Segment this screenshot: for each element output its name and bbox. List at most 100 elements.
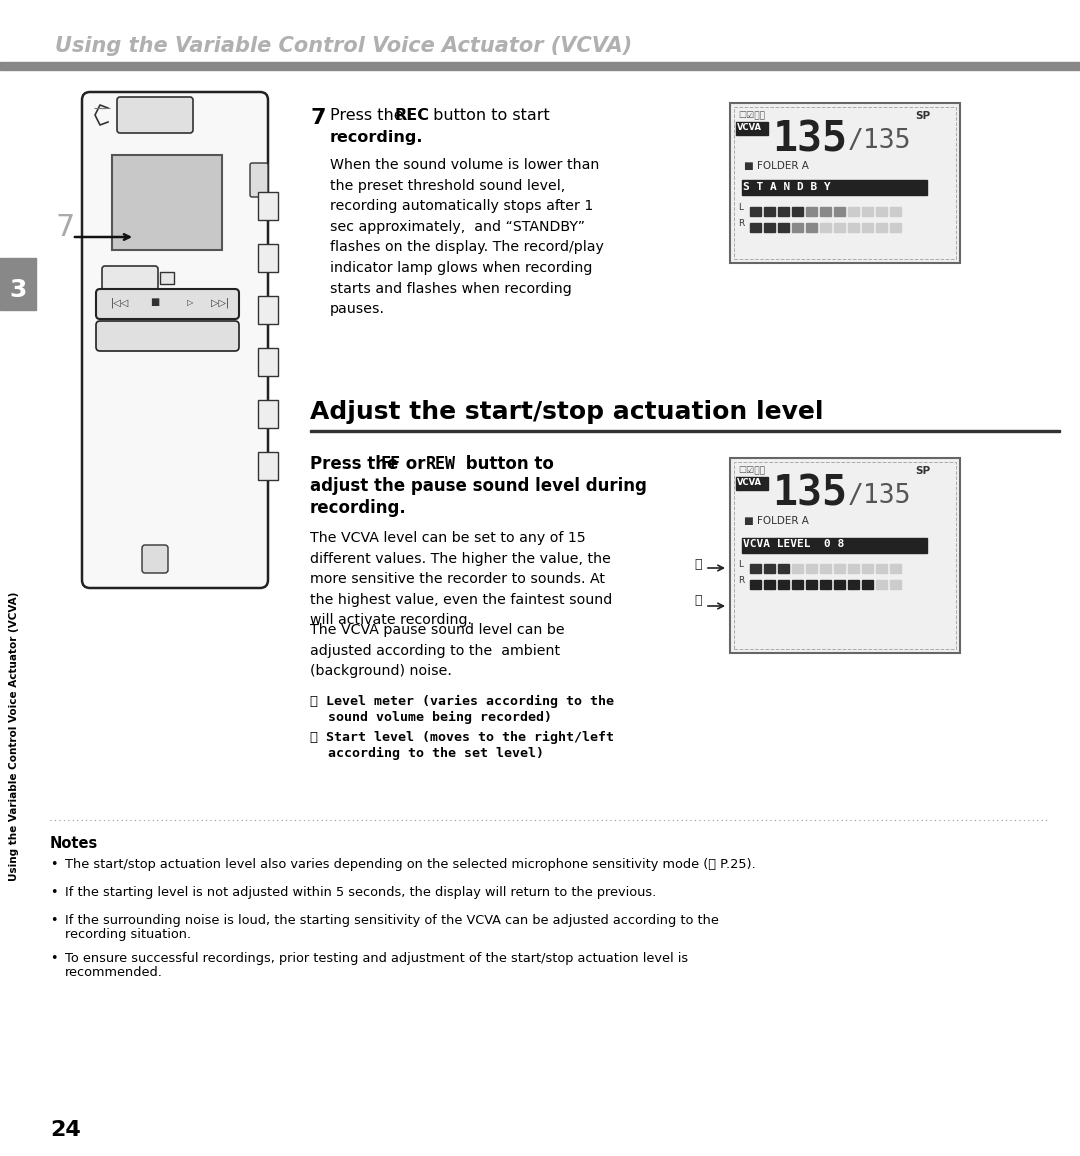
Text: •: •: [50, 858, 57, 870]
Bar: [806, 564, 816, 573]
Text: REC: REC: [395, 108, 430, 123]
Text: If the starting level is not adjusted within 5 seconds, the display will return : If the starting level is not adjusted wi…: [65, 885, 657, 899]
Text: Using the Variable Control Voice Actuator (VCVA): Using the Variable Control Voice Actuato…: [9, 592, 19, 881]
Bar: [834, 580, 845, 590]
Text: Press the: Press the: [330, 108, 408, 123]
Bar: [764, 207, 775, 216]
FancyBboxPatch shape: [249, 163, 268, 197]
Bar: [778, 207, 789, 216]
Text: L: L: [738, 560, 743, 569]
Text: L: L: [738, 203, 743, 212]
Text: ■: ■: [150, 297, 160, 307]
Text: R: R: [738, 576, 744, 585]
Text: ■ FOLDER A: ■ FOLDER A: [744, 161, 809, 171]
Text: 7: 7: [310, 108, 325, 128]
Bar: [730, 458, 960, 653]
Text: adjust the pause sound level during: adjust the pause sound level during: [310, 477, 647, 495]
Text: REW: REW: [426, 455, 456, 473]
Bar: [848, 207, 859, 216]
Text: ⓑ: ⓑ: [694, 594, 702, 608]
Bar: [890, 223, 901, 232]
Bar: [258, 192, 278, 220]
Bar: [734, 108, 956, 259]
Bar: [764, 580, 775, 590]
Bar: [258, 400, 278, 428]
Text: Press the: Press the: [310, 455, 404, 473]
Bar: [848, 223, 859, 232]
Text: When the sound volume is lower than
the preset threshold sound level,
recording : When the sound volume is lower than the …: [330, 158, 604, 317]
Bar: [834, 223, 845, 232]
Text: ■ FOLDER A: ■ FOLDER A: [744, 516, 809, 526]
Bar: [806, 223, 816, 232]
Bar: [734, 462, 956, 649]
Text: The start/stop actuation level also varies depending on the selected microphone : The start/stop actuation level also vari…: [65, 858, 756, 870]
Text: Using the Variable Control Voice Actuator (VCVA): Using the Variable Control Voice Actuato…: [55, 36, 632, 55]
Bar: [0, 77, 36, 1156]
Bar: [820, 580, 831, 590]
Bar: [890, 564, 901, 573]
Text: |◁◁: |◁◁: [111, 297, 130, 307]
Bar: [735, 477, 768, 490]
Bar: [112, 155, 222, 250]
Bar: [742, 538, 927, 553]
FancyBboxPatch shape: [96, 321, 239, 351]
Bar: [730, 103, 960, 264]
FancyBboxPatch shape: [102, 266, 158, 290]
Bar: [764, 564, 775, 573]
Text: SP: SP: [915, 466, 930, 476]
Bar: [890, 580, 901, 590]
Text: R: R: [738, 218, 744, 228]
Bar: [792, 564, 804, 573]
Text: •: •: [50, 885, 57, 899]
FancyBboxPatch shape: [96, 289, 239, 319]
Bar: [834, 564, 845, 573]
Bar: [0, 62, 1080, 71]
Bar: [750, 207, 761, 216]
Bar: [764, 223, 775, 232]
FancyBboxPatch shape: [117, 97, 193, 133]
Text: SP: SP: [915, 111, 930, 121]
Text: S T A N D B Y: S T A N D B Y: [743, 181, 831, 192]
Bar: [862, 564, 873, 573]
Bar: [742, 180, 927, 195]
Text: ⓐ: ⓐ: [694, 557, 702, 571]
Text: button to: button to: [460, 455, 554, 473]
Text: according to the set level): according to the set level): [328, 747, 544, 761]
Bar: [310, 430, 1059, 432]
Text: The VCVA level can be set to any of 15
different values. The higher the value, t: The VCVA level can be set to any of 15 d…: [310, 531, 612, 628]
Text: recording situation.: recording situation.: [65, 928, 191, 941]
Bar: [876, 564, 887, 573]
Text: 3: 3: [10, 277, 27, 302]
Text: ⓐ Level meter (varies according to the: ⓐ Level meter (varies according to the: [310, 695, 615, 709]
Bar: [876, 207, 887, 216]
Bar: [0, 258, 36, 310]
Bar: [750, 580, 761, 590]
Text: Notes: Notes: [50, 836, 98, 851]
Bar: [834, 207, 845, 216]
Text: If the surrounding noise is loud, the starting sensitivity of the VCVA can be ad: If the surrounding noise is loud, the st…: [65, 914, 719, 927]
Bar: [778, 580, 789, 590]
Bar: [820, 564, 831, 573]
Text: VCVA LEVEL  0 8: VCVA LEVEL 0 8: [743, 539, 845, 549]
FancyBboxPatch shape: [141, 544, 168, 573]
Bar: [258, 244, 278, 272]
Bar: [848, 580, 859, 590]
Bar: [862, 580, 873, 590]
Bar: [258, 296, 278, 324]
Bar: [806, 207, 816, 216]
Bar: [806, 580, 816, 590]
Bar: [876, 223, 887, 232]
Bar: [258, 452, 278, 480]
Bar: [862, 207, 873, 216]
Bar: [750, 223, 761, 232]
Text: ▷▷|: ▷▷|: [211, 297, 229, 307]
Bar: [820, 223, 831, 232]
Text: 24: 24: [50, 1120, 81, 1140]
FancyBboxPatch shape: [82, 92, 268, 588]
Bar: [862, 223, 873, 232]
Text: 135: 135: [772, 118, 847, 160]
Text: 7: 7: [55, 213, 75, 242]
Text: button to start: button to start: [428, 108, 550, 123]
Text: VCVA: VCVA: [737, 123, 762, 132]
Text: ⓑ Start level (moves to the right/left: ⓑ Start level (moves to the right/left: [310, 731, 615, 744]
